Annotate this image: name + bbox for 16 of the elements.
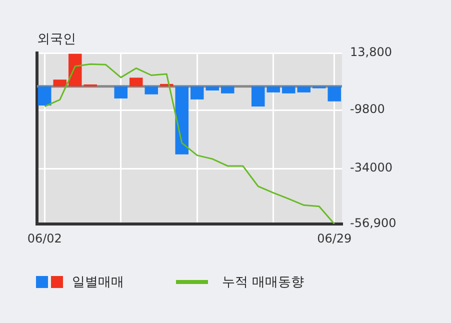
y-tick-label: -56,900 [350, 216, 396, 230]
bar [53, 80, 67, 86]
chart-title: 외국인 [37, 31, 76, 48]
bar [114, 86, 128, 98]
bar [220, 86, 234, 94]
legend-label: 일별매매 [72, 274, 124, 291]
y-tick-label: -9800 [350, 102, 385, 116]
x-tick-label: 06/02 [27, 231, 62, 246]
bar [38, 86, 52, 106]
legend-label: 누적 매매동향 [222, 274, 304, 291]
y-tick-label: -34000 [350, 160, 393, 175]
bar [175, 86, 189, 154]
bar [144, 86, 158, 94]
y-tick-label: 13,800 [350, 45, 392, 60]
x-tick-label: 06/29 [317, 231, 352, 246]
bar [129, 78, 143, 86]
